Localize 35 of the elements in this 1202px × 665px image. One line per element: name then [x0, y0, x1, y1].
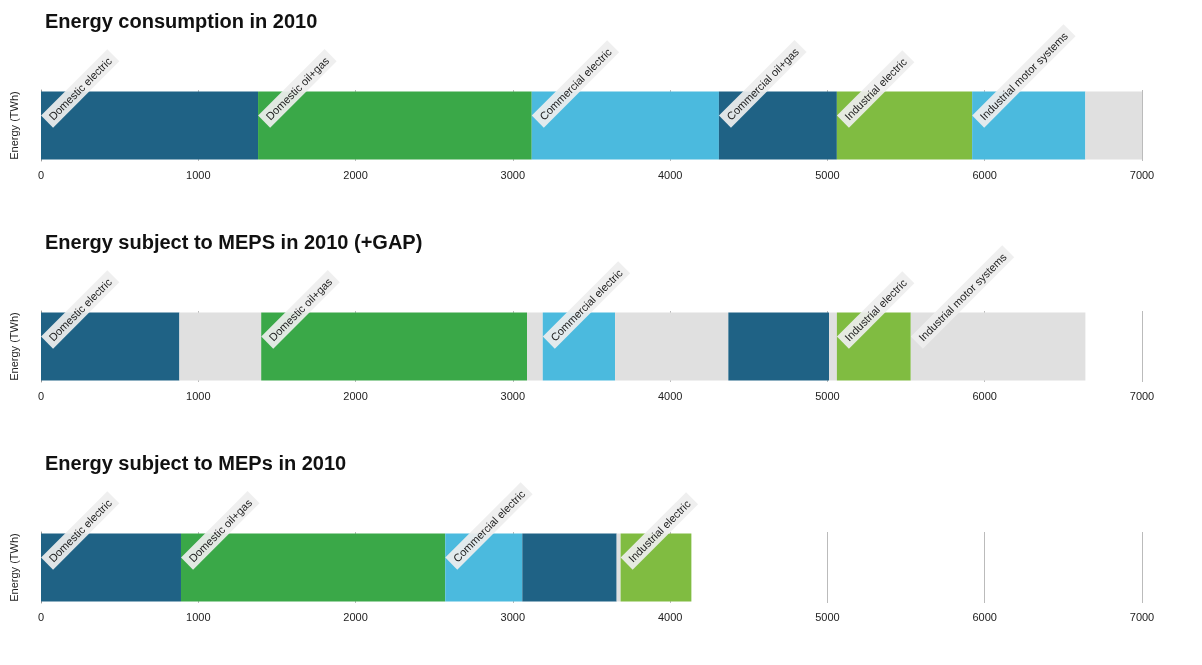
x-tick-label: 5000	[815, 168, 840, 181]
bar	[728, 312, 829, 381]
chart-title: Energy subject to MEPS in 2010 (+GAP)	[45, 231, 423, 253]
x-tick-label: 1000	[186, 610, 211, 623]
x-tick-label: 7000	[1129, 168, 1155, 181]
y-axis-title: Energy (TWh)	[7, 533, 20, 602]
x-tick-label: 6000	[972, 389, 997, 402]
x-tick-label: 4000	[657, 389, 683, 402]
x-tick-label: 6000	[972, 610, 997, 623]
x-tick-label: 0	[37, 610, 45, 623]
x-tick-label: 7000	[1129, 389, 1155, 402]
bar	[616, 533, 621, 602]
x-tick-label: 3000	[500, 389, 526, 402]
x-tick-label: 5000	[815, 610, 840, 623]
x-tick-label: 2000	[343, 610, 368, 623]
chart-title: Energy subject to MEPs in 2010	[45, 452, 347, 474]
x-tick-label: 1000	[186, 168, 211, 181]
bar	[829, 312, 837, 381]
x-tick-label: 5000	[815, 389, 840, 402]
x-tick-label: 0	[37, 389, 45, 402]
x-tick-label: 1000	[186, 389, 211, 402]
x-tick-label: 0	[37, 168, 45, 181]
bar	[1085, 91, 1142, 160]
y-axis-title: Energy (TWh)	[7, 91, 20, 160]
x-tick-label: 6000	[972, 168, 997, 181]
x-tick-label: 3000	[500, 610, 526, 623]
x-tick-label: 7000	[1129, 610, 1155, 623]
x-tick-label: 2000	[343, 389, 368, 402]
y-axis-title: Energy (TWh)	[7, 312, 20, 381]
bar	[527, 312, 543, 381]
chart-title: Energy consumption in 2010	[45, 10, 318, 32]
x-tick-label: 4000	[657, 610, 683, 623]
x-tick-label: 2000	[343, 168, 368, 181]
x-tick-label: 3000	[500, 168, 526, 181]
x-tick-label: 4000	[657, 168, 683, 181]
